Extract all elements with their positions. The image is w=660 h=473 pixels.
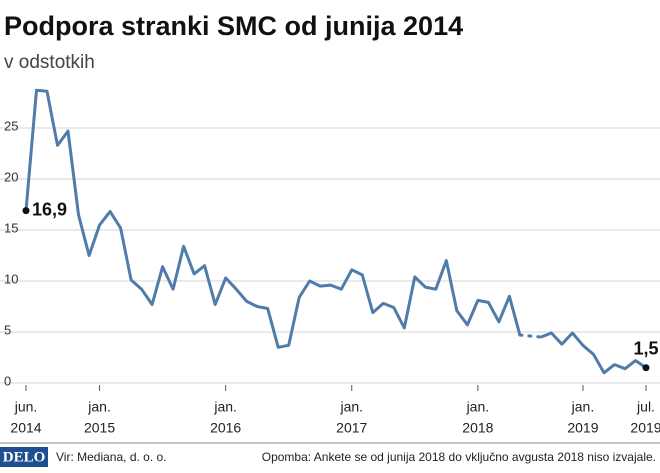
x-tick-label: 2018 (462, 420, 493, 436)
x-tick-label: jan. (87, 399, 111, 415)
logo-box (0, 447, 48, 467)
x-tick-label: 2014 (10, 420, 41, 436)
x-tick-label: 2015 (84, 420, 115, 436)
chart-title: Podpora stranki SMC od junija 2014 (4, 11, 463, 41)
x-tick-label: jul. (636, 399, 655, 415)
chart-subtitle: v odstotkih (4, 52, 95, 73)
point (22, 207, 30, 215)
x-tick-label: jan. (466, 399, 490, 415)
x-tick-label: jan. (571, 399, 595, 415)
point (642, 364, 650, 372)
y-tick-label: 15 (4, 220, 18, 235)
value-label: 16,9 (32, 199, 67, 219)
data-line (24, 88, 647, 375)
logo: DELO (3, 449, 46, 465)
x-tick-label: 2019 (567, 420, 598, 436)
y-tick-label: 10 (4, 271, 18, 286)
x-tick-label: jun. (14, 399, 38, 415)
value-label: 1,5 (633, 338, 658, 358)
y-tick-label: 20 (4, 169, 18, 184)
source: Vir: Mediana, d. o. o. (56, 450, 167, 464)
x-tick-label: 2017 (336, 420, 367, 436)
x-tick-label: jan. (213, 399, 237, 415)
x-tick-label: 2019 (630, 420, 660, 436)
x-tick-label: 2016 (210, 420, 241, 436)
y-tick-label: 25 (4, 118, 18, 133)
gap-connector (518, 333, 543, 339)
y-tick-label: 5 (4, 322, 11, 337)
y-tick-label: 0 (4, 373, 11, 388)
note: Opomba: Ankete se od junija 2018 do vklj… (262, 450, 656, 464)
x-tick-label: jan. (339, 399, 363, 415)
